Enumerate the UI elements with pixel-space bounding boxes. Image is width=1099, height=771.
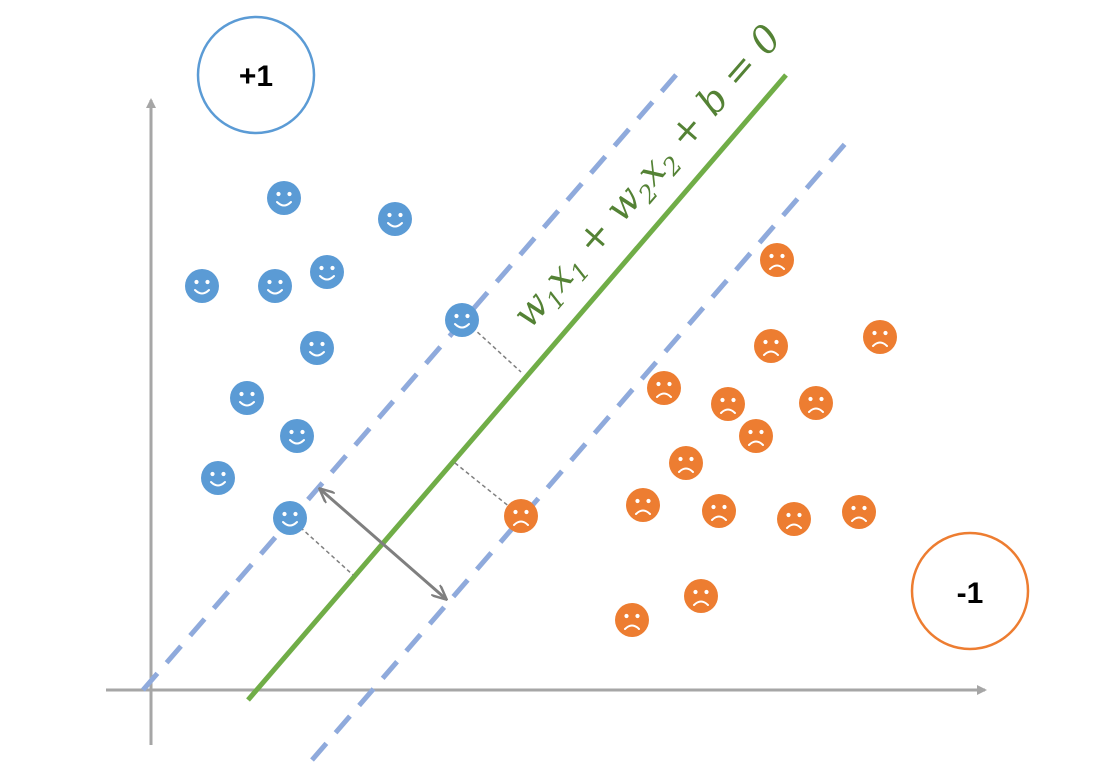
frowning-face-icon (754, 329, 788, 363)
frowning-face-icon (711, 387, 745, 421)
lower-margin-line (310, 135, 853, 762)
frowning-face-icon (702, 494, 736, 528)
smiley-face-icon (280, 419, 314, 453)
hyperplane-equation: w1x1 + w2x2 + b = 0 (504, 16, 794, 339)
smiley-face-icon (201, 461, 235, 495)
smiley-face-icon (378, 202, 412, 236)
smiley-face-icon (230, 381, 264, 415)
frowning-face-icon (760, 243, 794, 277)
frowning-face-icon (777, 502, 811, 536)
negative-class-label: -1 (957, 577, 984, 610)
smiley-face-icon (273, 501, 307, 535)
negative-class-points (504, 243, 897, 637)
frowning-face-icon (684, 579, 718, 613)
frowning-face-icon (799, 386, 833, 420)
frowning-face-icon (863, 320, 897, 354)
smiley-face-icon (300, 331, 334, 365)
smiley-face-icon (267, 181, 301, 215)
frowning-face-icon (842, 495, 876, 529)
positive-class-points (185, 181, 479, 535)
positive-class-badge: +1 (196, 15, 316, 135)
frowning-face-icon (626, 488, 660, 522)
frowning-face-icon (647, 371, 681, 405)
smiley-face-icon (445, 303, 479, 337)
smiley-face-icon (185, 269, 219, 303)
frowning-face-icon (739, 419, 773, 453)
smiley-face-icon (258, 269, 292, 303)
smiley-face-icon (310, 255, 344, 289)
upper-margin-line (141, 66, 684, 692)
frowning-face-icon (615, 603, 649, 637)
negative-class-badge: -1 (910, 531, 1030, 651)
frowning-face-icon (669, 446, 703, 480)
frowning-face-icon (504, 499, 538, 533)
positive-class-label: +1 (239, 60, 273, 93)
support-distance-dotted (461, 317, 522, 373)
margin-width-arrow (320, 489, 446, 599)
